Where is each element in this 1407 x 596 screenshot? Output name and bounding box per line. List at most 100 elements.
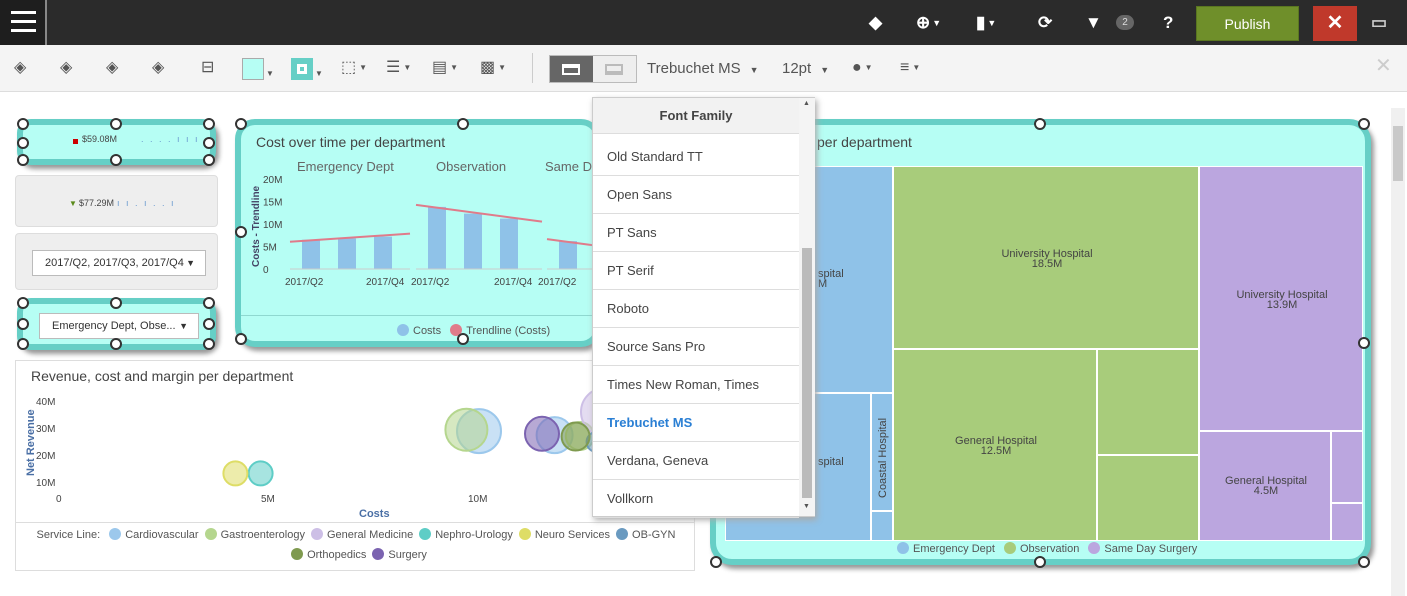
- resize-handle[interactable]: [1358, 337, 1370, 349]
- scroll-down-icon[interactable]: ▼: [803, 503, 810, 510]
- resize-handle[interactable]: [110, 118, 122, 130]
- help-icon[interactable]: ?: [1163, 13, 1174, 32]
- resize-handle[interactable]: [110, 338, 122, 350]
- bring-forward-icon[interactable]: ◈: [60, 59, 73, 76]
- scroll-up-icon[interactable]: ▲: [803, 100, 810, 107]
- bubble-chart-widget[interactable]: Revenue, cost and margin per department …: [15, 360, 695, 571]
- treemap-cell[interactable]: University Hospital 13.9M: [1199, 166, 1363, 431]
- kpi-widget-2[interactable]: ▼ $77.29M ı ı . ı . . ı: [15, 175, 218, 227]
- close-button[interactable]: ✕: [1313, 6, 1357, 41]
- resize-handle[interactable]: [203, 154, 215, 166]
- cost-bar[interactable]: [500, 218, 518, 269]
- close-toolbar-icon[interactable]: ✕: [1375, 55, 1392, 77]
- border-color-caret-icon[interactable]: ▼: [315, 69, 323, 78]
- treemap-cell[interactable]: University Hospital 18.5M: [893, 166, 1199, 349]
- bubble[interactable]: [444, 407, 489, 452]
- fill-color-caret-icon[interactable]: ▼: [266, 69, 274, 78]
- resize-handle[interactable]: [17, 297, 29, 309]
- diamond-icon[interactable]: ◆: [869, 13, 883, 32]
- resize-handle[interactable]: [17, 318, 29, 330]
- dropdown-scrollbar-thumb[interactable]: [802, 248, 812, 498]
- page-scrollbar[interactable]: [1391, 108, 1405, 596]
- resize-handle[interactable]: [110, 297, 122, 309]
- menu-icon[interactable]: [0, 0, 47, 45]
- cost-bar[interactable]: [428, 206, 446, 269]
- treemap-widget[interactable]: per department spital M spital Coastal Ho…: [710, 119, 1371, 565]
- font-option[interactable]: Verdana, Geneva: [593, 442, 799, 480]
- treemap-cell[interactable]: General Hospital 4.5M: [1199, 431, 1331, 541]
- folder-icon[interactable]: ▭: [1371, 13, 1388, 32]
- cost-bar[interactable]: [338, 238, 356, 269]
- treemap-cell[interactable]: [1331, 431, 1363, 503]
- resize-handle[interactable]: [1358, 556, 1370, 568]
- dept-filter-dropdown[interactable]: Emergency Dept, Obse... ▼: [39, 313, 199, 339]
- cost-bar[interactable]: [374, 236, 392, 269]
- font-option[interactable]: Vollkorn: [593, 480, 799, 518]
- resize-handle[interactable]: [235, 226, 247, 238]
- bubble[interactable]: [222, 460, 249, 487]
- font-option[interactable]: PT Sans: [593, 214, 799, 252]
- resize-handle[interactable]: [17, 154, 29, 166]
- resize-handle[interactable]: [457, 333, 469, 345]
- font-size-select[interactable]: 12pt ▼: [782, 60, 830, 77]
- bubble[interactable]: [247, 460, 274, 487]
- page-scrollbar-thumb[interactable]: [1393, 126, 1403, 181]
- treemap-cell[interactable]: [1331, 503, 1363, 541]
- resize-handle[interactable]: [457, 118, 469, 130]
- filter-icon[interactable]: ▼: [1085, 13, 1102, 32]
- resize-handle[interactable]: [203, 137, 215, 149]
- resize-handle[interactable]: [710, 556, 722, 568]
- resize-handle[interactable]: [203, 318, 215, 330]
- resize-handle[interactable]: [235, 333, 247, 345]
- treemap-cell[interactable]: [871, 511, 893, 541]
- font-option[interactable]: Roboto: [593, 290, 799, 328]
- resize-handle[interactable]: [203, 118, 215, 130]
- bubble[interactable]: [560, 421, 591, 452]
- border-style-icon[interactable]: ⬚ ▼: [341, 59, 368, 77]
- font-option[interactable]: Old Standard TT: [593, 138, 799, 176]
- cost-bar[interactable]: [464, 213, 482, 269]
- resize-handle[interactable]: [203, 338, 215, 350]
- resize-handle[interactable]: [1034, 556, 1046, 568]
- resize-handle[interactable]: [17, 118, 29, 130]
- treemap-cell[interactable]: [1097, 455, 1199, 541]
- period-filter-dropdown[interactable]: 2017/Q2, 2017/Q3, 2017/Q4 ▼: [32, 250, 206, 276]
- treemap-cell[interactable]: General Hospital 12.5M: [893, 349, 1097, 541]
- layers-icon[interactable]: ◈: [14, 59, 27, 76]
- add-icon[interactable]: ⊕ ▼: [916, 13, 942, 32]
- send-backward-icon[interactable]: ◈: [106, 59, 119, 76]
- treemap-cell[interactable]: [1097, 349, 1199, 455]
- cost-bar[interactable]: [559, 241, 577, 269]
- column-layout-icon[interactable]: ▤ ▼: [432, 59, 459, 77]
- resize-handle[interactable]: [110, 154, 122, 166]
- resize-handle[interactable]: [203, 297, 215, 309]
- resize-handle[interactable]: [1034, 118, 1046, 130]
- font-option[interactable]: PT Serif: [593, 252, 799, 290]
- fill-color-icon[interactable]: [242, 58, 264, 80]
- collapse-icon[interactable]: ⊟: [201, 59, 215, 76]
- bubble[interactable]: [524, 415, 560, 452]
- resize-handle[interactable]: [1358, 118, 1370, 130]
- font-family-select[interactable]: Trebuchet MS ▼: [647, 60, 759, 77]
- font-option[interactable]: Trebuchet MS: [593, 404, 799, 442]
- dropdown-scrollbar[interactable]: ▲ ▼: [799, 98, 815, 516]
- color-icon[interactable]: ● ▼: [852, 59, 873, 77]
- line-style-icon[interactable]: ☰ ▼: [386, 59, 412, 77]
- resize-handle[interactable]: [235, 118, 247, 130]
- cost-bar[interactable]: [302, 239, 320, 269]
- treemap-cell[interactable]: Coastal Hospital: [871, 393, 893, 511]
- layout-footer-icon[interactable]: [593, 56, 636, 82]
- refresh-icon[interactable]: ⟳: [1038, 13, 1053, 32]
- publish-button[interactable]: Publish: [1196, 6, 1299, 41]
- align-icon[interactable]: ≡ ▼: [900, 59, 921, 77]
- border-color-icon[interactable]: [291, 58, 313, 80]
- font-family-dropdown[interactable]: Font Family Old Standard TT Open Sans PT S…: [592, 97, 815, 518]
- layout-toggle[interactable]: [549, 55, 637, 83]
- font-option[interactable]: Times New Roman, Times: [593, 366, 799, 404]
- resize-handle[interactable]: [17, 137, 29, 149]
- layout-header-icon[interactable]: [550, 56, 593, 82]
- cost-chart-widget[interactable]: Cost over time per department Emergency …: [235, 119, 601, 347]
- document-icon[interactable]: ▮ ▼: [976, 13, 997, 32]
- shadow-icon[interactable]: ▩ ▼: [480, 59, 507, 77]
- resize-handle[interactable]: [17, 338, 29, 350]
